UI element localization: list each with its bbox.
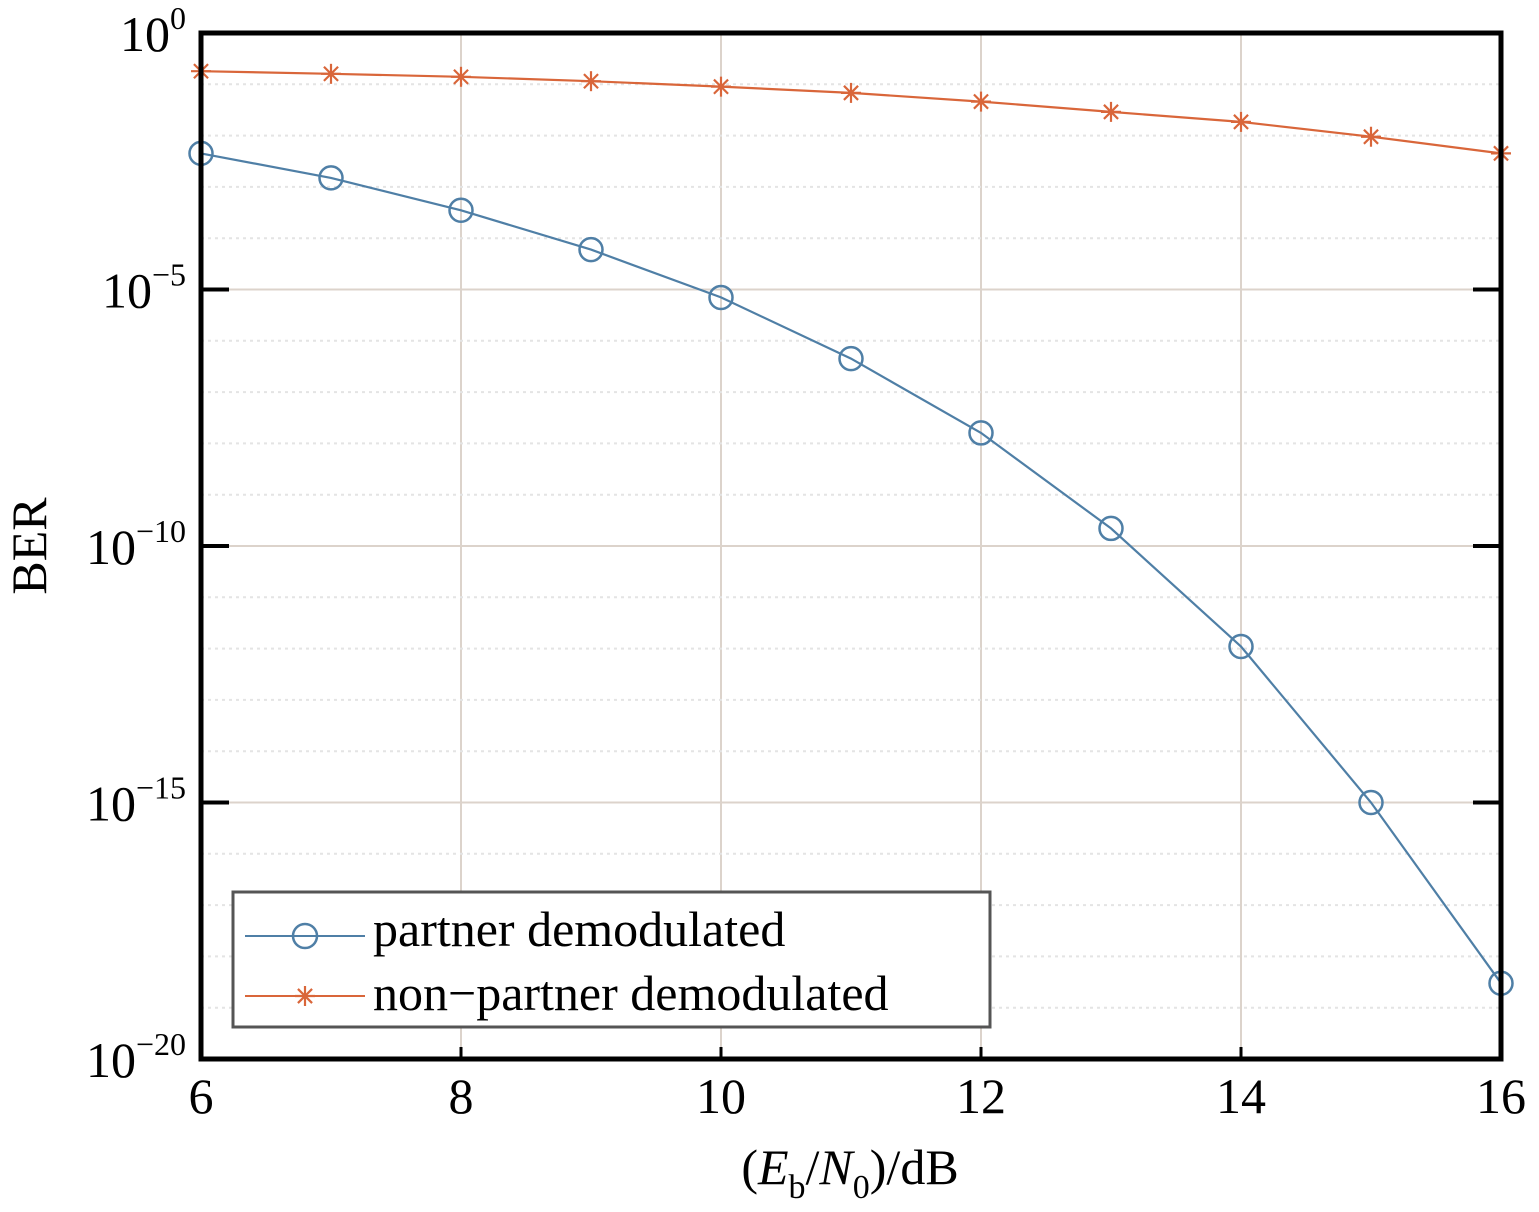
data-point-asterisk — [971, 91, 991, 112]
y-axis-title: BER — [1, 497, 57, 595]
legend-label-partner: partner demodulated — [373, 901, 785, 957]
y-ticks: 100 10−5 10−10 10−15 10−20 — [86, 0, 1501, 1088]
asterisk-stroke — [583, 73, 599, 90]
asterisk-stroke — [323, 65, 339, 82]
y-tick-label: 10−20 — [86, 1026, 186, 1088]
data-point-circle — [448, 197, 474, 224]
y-tick-label: 10−10 — [86, 513, 186, 575]
data-point-asterisk — [581, 71, 601, 92]
series-lines — [188, 61, 1514, 996]
asterisk-stroke — [1363, 128, 1379, 145]
legend-circle-marker — [291, 922, 319, 950]
plot-frame — [198, 30, 1504, 1062]
asterisk-stroke — [713, 78, 729, 95]
y-axis-label: BER — [1, 497, 57, 595]
x-ticks: 6 8 10 12 14 16 — [189, 1047, 1526, 1124]
x-tick-label: 6 — [189, 1068, 214, 1124]
asterisk-stroke — [1233, 114, 1249, 130]
data-point-circle — [318, 165, 344, 191]
y-tick-label: 10−5 — [102, 257, 186, 319]
data-point-circle — [838, 345, 864, 372]
data-point-circle — [708, 284, 734, 311]
asterisk-stroke — [1103, 104, 1119, 120]
legend-asterisk — [295, 986, 315, 1006]
data-point-asterisk — [451, 66, 471, 87]
data-point-circle — [1358, 789, 1384, 816]
data-point-asterisk — [711, 76, 731, 97]
legend-asterisk-marker — [295, 986, 315, 1006]
y-tick-label: 100 — [120, 0, 186, 62]
legend-box — [231, 890, 992, 1029]
x-axis-label: (Eb/N0)/dB — [741, 1139, 958, 1206]
asterisk-stroke — [297, 988, 313, 1004]
data-point-asterisk — [321, 63, 341, 84]
data-point-asterisk — [1231, 111, 1251, 132]
series-line — [200, 152, 1502, 984]
x-tick-label: 10 — [696, 1068, 746, 1124]
data-point-asterisk — [1361, 126, 1381, 147]
series-partner — [188, 140, 1514, 996]
data-point-circle — [968, 420, 994, 446]
legend: partner demodulated non−partner demodula… — [231, 890, 992, 1029]
data-point-asterisk — [1101, 101, 1121, 122]
x-tick-label: 14 — [1216, 1068, 1266, 1124]
asterisk-stroke — [453, 68, 469, 85]
x-tick-label: 16 — [1476, 1068, 1526, 1124]
asterisk-stroke — [973, 93, 989, 110]
asterisk-stroke — [843, 85, 859, 101]
series-non-partner — [191, 61, 1511, 164]
data-point-circle — [578, 236, 604, 263]
data-point-circle — [1098, 515, 1124, 542]
x-axis-title: (Eb/N0)/dB — [741, 1139, 958, 1206]
data-point-circle — [1228, 633, 1254, 660]
y-tick-label: 10−15 — [86, 770, 186, 832]
x-tick-label: 12 — [956, 1068, 1006, 1124]
legend-label-non-partner: non−partner demodulated — [373, 965, 889, 1021]
data-point-asterisk — [841, 82, 861, 103]
x-tick-label: 8 — [449, 1068, 474, 1124]
